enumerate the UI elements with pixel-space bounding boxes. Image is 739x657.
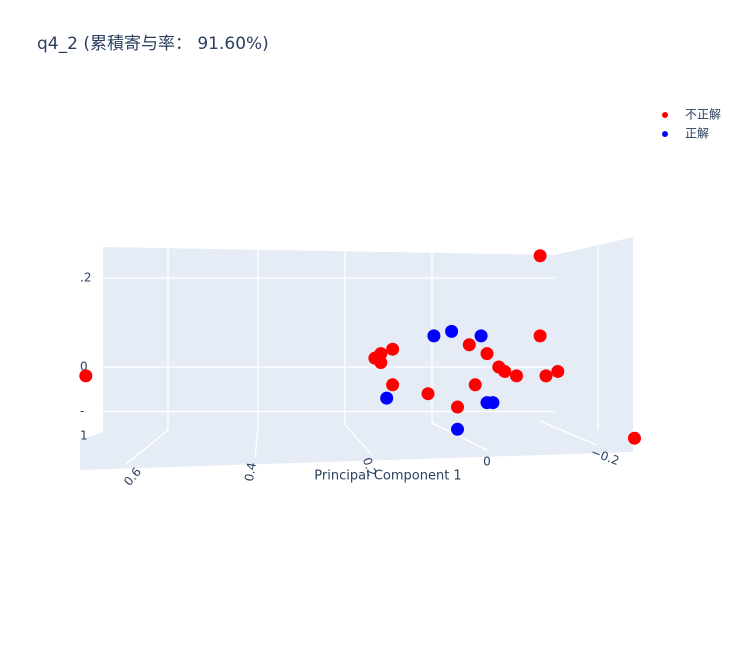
x-axis-title: Principal Component 1 xyxy=(314,469,461,484)
legend-label: 不正解 xyxy=(685,108,721,122)
point xyxy=(445,324,459,338)
point xyxy=(374,356,388,370)
y-tick-label: .2 xyxy=(80,271,91,285)
legend-marker xyxy=(662,131,668,137)
point xyxy=(451,422,464,436)
y-tick-label: 0 xyxy=(80,360,88,374)
point xyxy=(533,249,547,263)
scene-background xyxy=(80,237,633,470)
point xyxy=(510,369,523,383)
point xyxy=(79,369,93,383)
x-tick-label: 0.4 xyxy=(242,461,259,482)
point xyxy=(628,431,641,445)
point xyxy=(533,329,547,343)
x-tick-label: 0 xyxy=(483,455,491,469)
annotation: 1 xyxy=(80,429,88,443)
point xyxy=(468,378,482,392)
point xyxy=(386,378,400,392)
point xyxy=(551,364,565,378)
point xyxy=(498,364,512,378)
chart-title: q4_2 (累積寄与率： 91.60%) xyxy=(37,34,269,54)
legend-label: 正解 xyxy=(685,127,709,141)
point xyxy=(380,391,394,405)
x-tick-label: 0.2 xyxy=(360,455,380,478)
point xyxy=(386,342,400,356)
point xyxy=(421,387,435,401)
legend-marker xyxy=(662,112,668,118)
point xyxy=(480,347,494,361)
point xyxy=(427,329,441,343)
point xyxy=(451,400,464,414)
point xyxy=(462,338,476,352)
point xyxy=(539,369,553,383)
point xyxy=(486,396,500,410)
y-tick-label: - xyxy=(80,404,84,418)
point xyxy=(474,329,488,343)
